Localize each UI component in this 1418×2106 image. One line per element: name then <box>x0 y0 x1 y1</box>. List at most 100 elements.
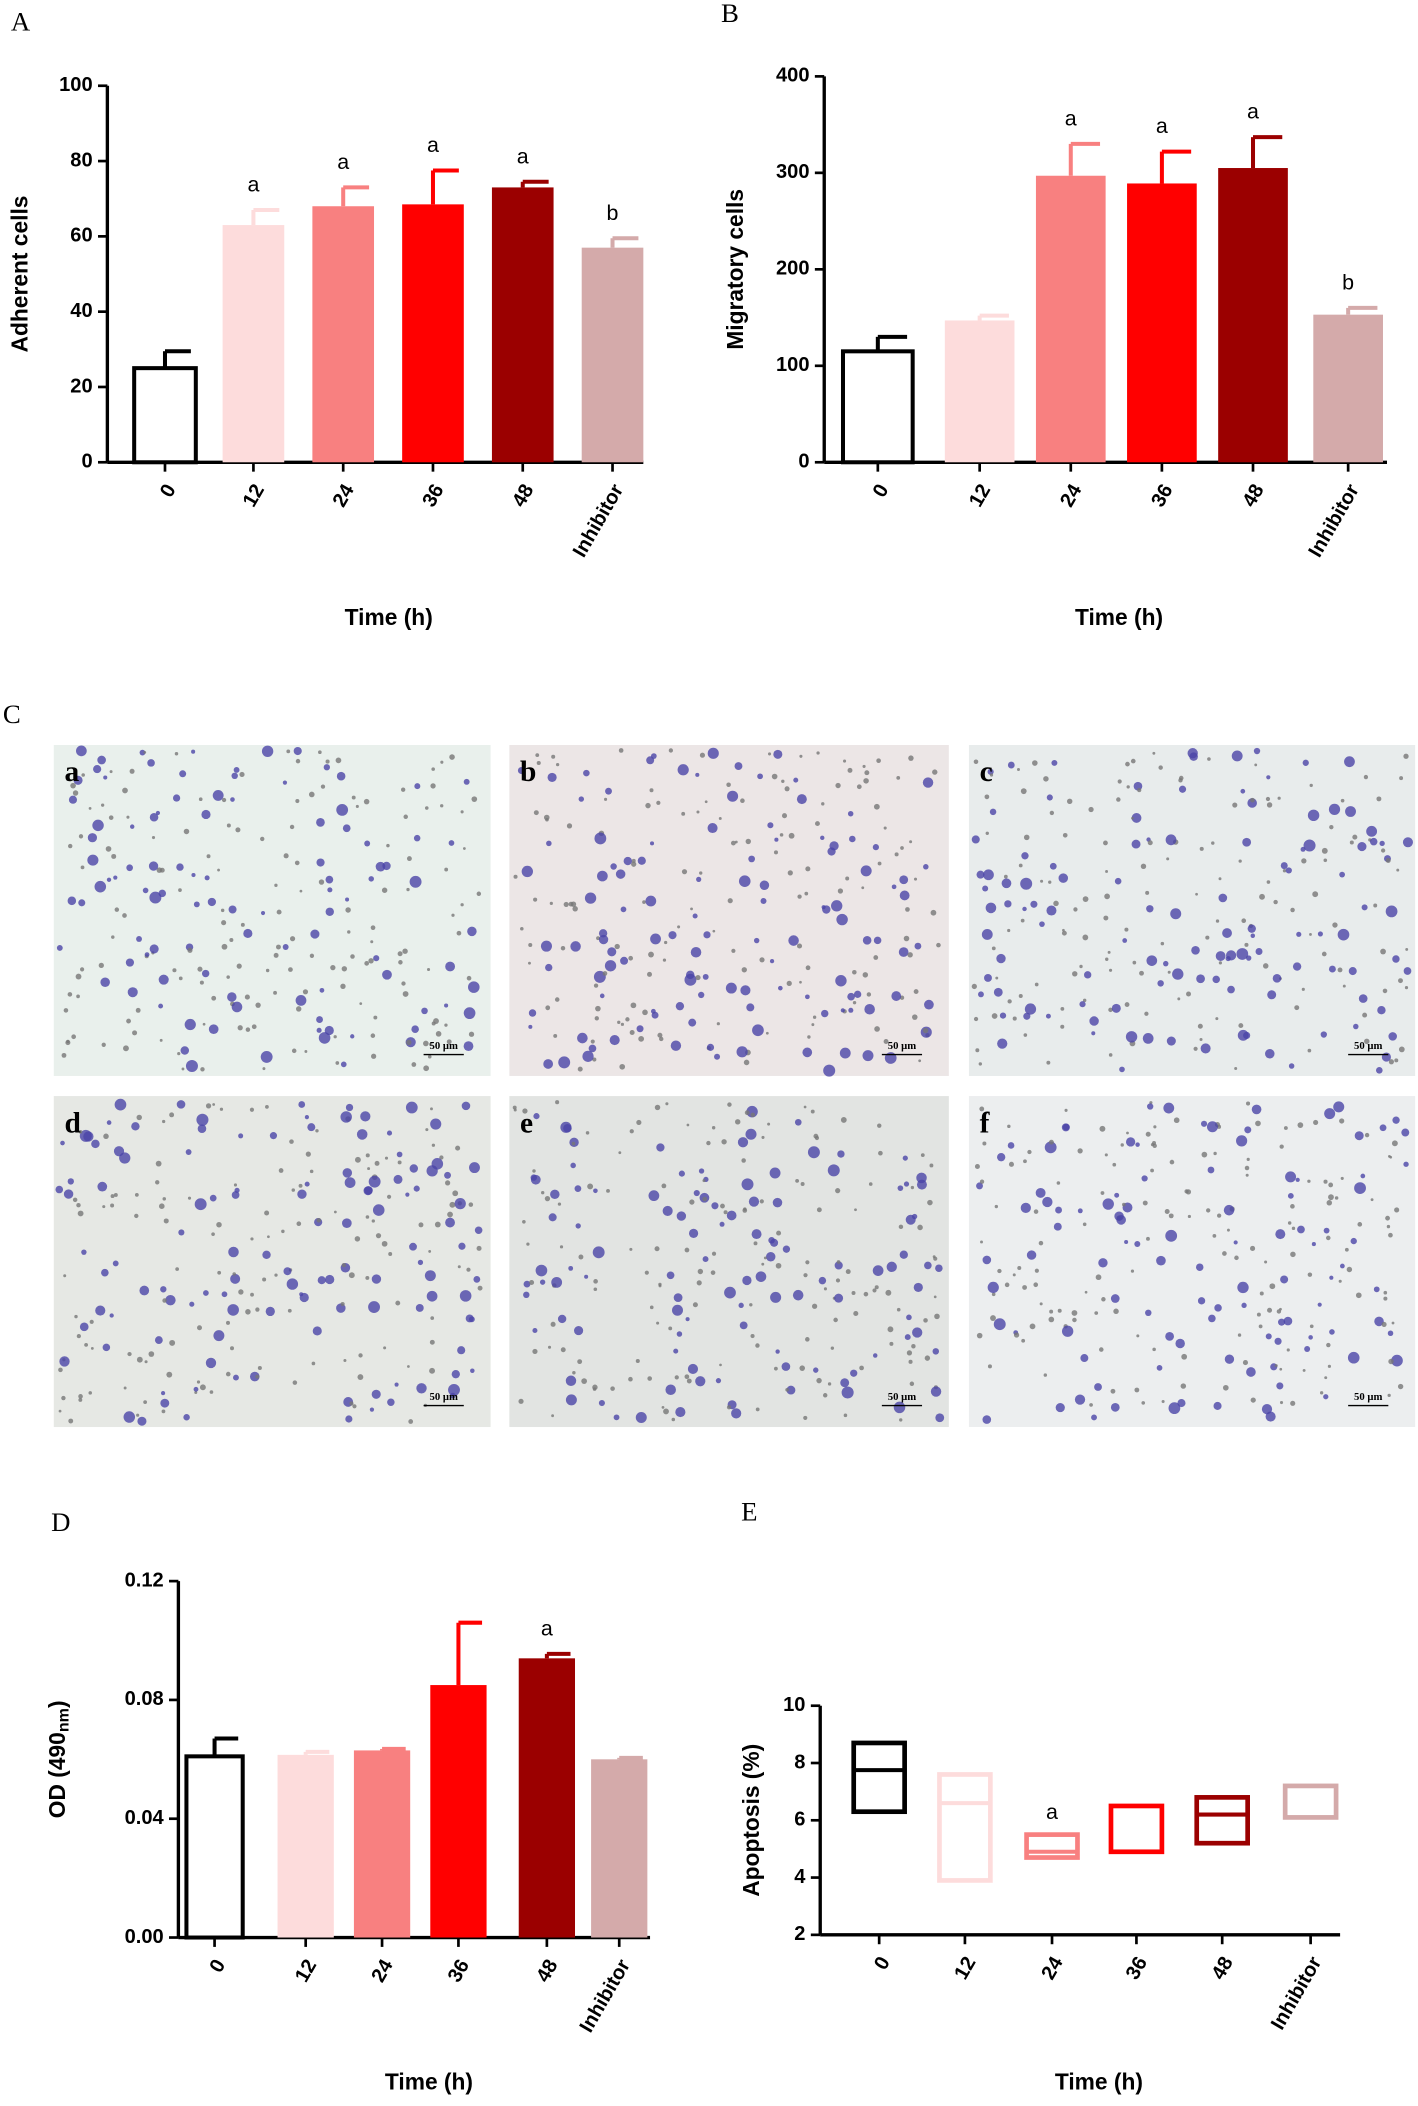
cell <box>755 1271 767 1282</box>
cell <box>327 887 333 893</box>
cell <box>1262 963 1269 969</box>
cell <box>172 794 181 802</box>
cell <box>727 790 739 802</box>
cell <box>681 811 686 816</box>
cell <box>1215 919 1220 923</box>
cell <box>698 1168 705 1174</box>
cell <box>427 967 431 972</box>
cell <box>532 1348 538 1355</box>
cell <box>716 1022 720 1026</box>
cell <box>618 1151 622 1155</box>
cell <box>1172 968 1184 980</box>
cell <box>520 926 524 931</box>
cell <box>1082 1222 1087 1227</box>
cell <box>1077 1148 1083 1154</box>
cell <box>862 764 866 768</box>
cell <box>350 954 355 959</box>
cell <box>408 1419 414 1424</box>
cell <box>909 1381 915 1386</box>
cell <box>95 1305 106 1316</box>
cell <box>654 1104 661 1111</box>
cell <box>457 1346 466 1355</box>
cell <box>724 1286 736 1299</box>
cell <box>429 1042 433 1047</box>
cell <box>570 941 581 952</box>
cell <box>440 760 444 764</box>
x-tick-label: 36 <box>1147 481 1177 511</box>
cell <box>1237 1281 1249 1294</box>
cell <box>834 1293 844 1303</box>
cell <box>559 1245 564 1249</box>
cell <box>1072 1317 1077 1323</box>
cell <box>797 894 802 899</box>
cell <box>467 926 477 937</box>
cell <box>991 1013 998 1019</box>
cell <box>274 883 278 887</box>
cell <box>620 1022 625 1026</box>
cell <box>1382 988 1388 994</box>
cell <box>1295 1177 1300 1182</box>
cell <box>1275 1229 1286 1240</box>
cell <box>1254 763 1258 767</box>
cell <box>629 1030 635 1036</box>
cell <box>1042 1196 1053 1208</box>
cell <box>592 1384 598 1390</box>
cell <box>1045 1013 1051 1019</box>
cell <box>985 902 997 914</box>
cell <box>823 1064 836 1077</box>
cell <box>864 770 870 776</box>
cell <box>249 1107 255 1112</box>
cell <box>112 1260 119 1267</box>
cell <box>1066 798 1073 805</box>
cell <box>76 1333 81 1339</box>
cell <box>185 1149 192 1155</box>
cell <box>439 1155 444 1160</box>
cell <box>692 913 698 919</box>
cell <box>1124 1239 1129 1245</box>
cell <box>1250 933 1256 938</box>
cell <box>874 1285 879 1290</box>
cell <box>460 810 464 814</box>
cell <box>319 987 325 993</box>
cell <box>468 1202 474 1207</box>
cell <box>550 1189 560 1200</box>
cell <box>773 1366 778 1371</box>
cell <box>609 1035 620 1046</box>
cell <box>517 766 526 775</box>
cell <box>821 802 825 806</box>
cell <box>554 997 560 1002</box>
cell <box>971 983 977 990</box>
cell <box>58 1409 62 1413</box>
cell <box>239 771 245 778</box>
cell <box>416 1383 427 1394</box>
cell <box>605 787 612 795</box>
cell <box>370 1033 376 1038</box>
cell <box>1349 840 1354 845</box>
cell <box>388 1252 393 1256</box>
cell <box>354 1236 361 1242</box>
cell <box>981 929 993 940</box>
cell <box>594 1016 599 1021</box>
cell <box>1354 1182 1366 1194</box>
cell <box>1274 1364 1278 1368</box>
bar <box>277 1754 334 1938</box>
cell <box>891 991 902 1001</box>
cell <box>1156 1365 1163 1371</box>
cell <box>351 795 356 800</box>
micrograph-label: c <box>980 756 993 788</box>
cell <box>240 922 245 927</box>
x-tick-label: 0 <box>156 481 181 502</box>
cell <box>1061 1325 1074 1337</box>
cell <box>1339 871 1345 878</box>
cell <box>903 1181 910 1187</box>
cell <box>702 1196 708 1202</box>
cell <box>563 1123 572 1133</box>
cell <box>63 1274 67 1278</box>
cell <box>295 799 300 804</box>
cell <box>363 1186 373 1196</box>
cell <box>61 1052 67 1058</box>
cell <box>840 1117 847 1123</box>
cell <box>176 1100 186 1109</box>
cell <box>553 1033 558 1038</box>
cell <box>358 1353 363 1358</box>
